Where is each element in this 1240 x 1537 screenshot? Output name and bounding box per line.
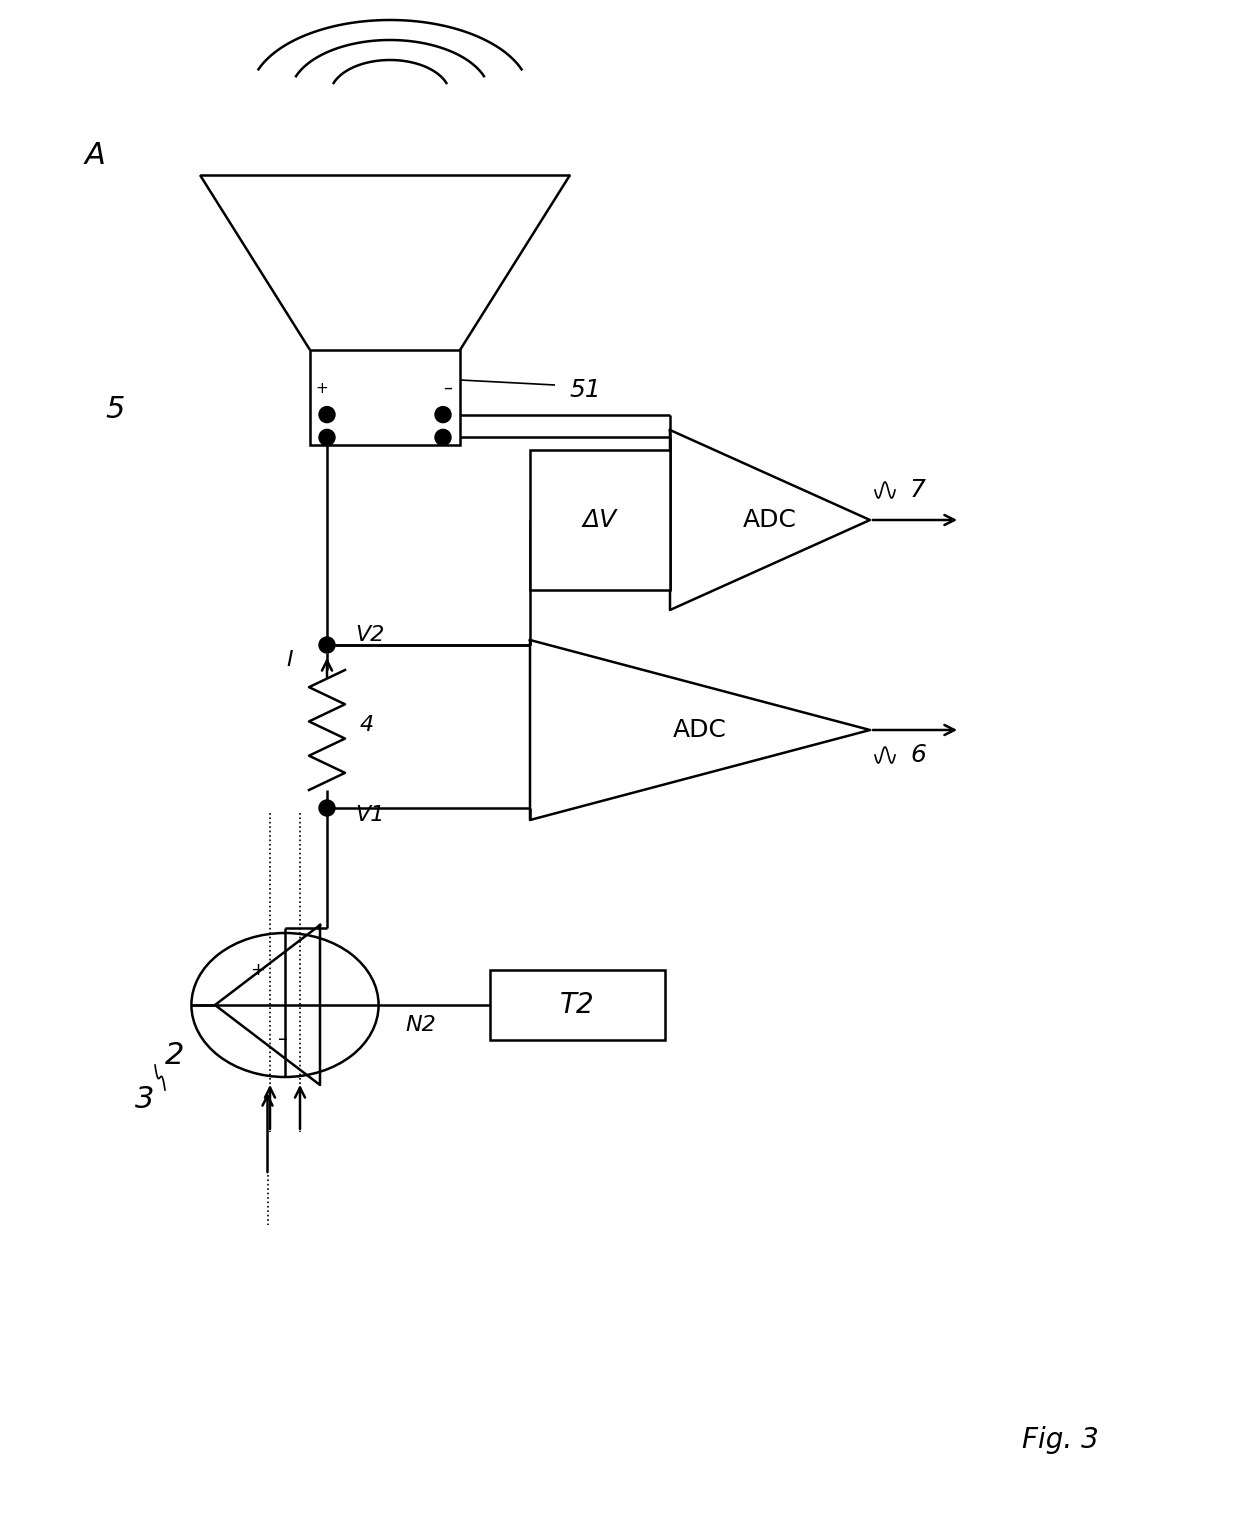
Bar — [529, 450, 670, 590]
Circle shape — [319, 799, 335, 816]
Text: 4: 4 — [360, 715, 374, 735]
Text: I: I — [286, 650, 294, 670]
Text: ADC: ADC — [743, 509, 797, 532]
Text: 3: 3 — [135, 1085, 155, 1114]
Text: Fig. 3: Fig. 3 — [1022, 1426, 1099, 1454]
Text: 51: 51 — [570, 378, 601, 403]
Text: N2: N2 — [405, 1014, 435, 1034]
Text: ADC: ADC — [673, 718, 727, 742]
Text: +: + — [316, 381, 329, 395]
Text: A: A — [84, 140, 105, 169]
Bar — [490, 970, 665, 1041]
Text: 2: 2 — [165, 1041, 185, 1070]
Text: ΔV: ΔV — [583, 509, 618, 532]
Circle shape — [435, 429, 451, 446]
Circle shape — [319, 407, 335, 423]
Text: 7: 7 — [910, 478, 926, 503]
Circle shape — [319, 429, 335, 446]
Text: 6: 6 — [910, 742, 926, 767]
Text: T2: T2 — [560, 991, 595, 1019]
Circle shape — [319, 636, 335, 653]
Text: 5: 5 — [105, 395, 125, 424]
Text: V2: V2 — [355, 626, 384, 646]
Text: –: – — [444, 380, 453, 397]
Text: –: – — [278, 1030, 288, 1050]
Text: +: + — [250, 961, 265, 979]
Circle shape — [435, 407, 451, 423]
Text: V1: V1 — [355, 805, 384, 825]
Bar — [310, 350, 460, 446]
